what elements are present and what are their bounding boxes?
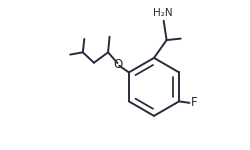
Text: F: F — [191, 96, 197, 109]
Text: O: O — [114, 58, 123, 71]
Text: H₂N: H₂N — [153, 8, 173, 18]
